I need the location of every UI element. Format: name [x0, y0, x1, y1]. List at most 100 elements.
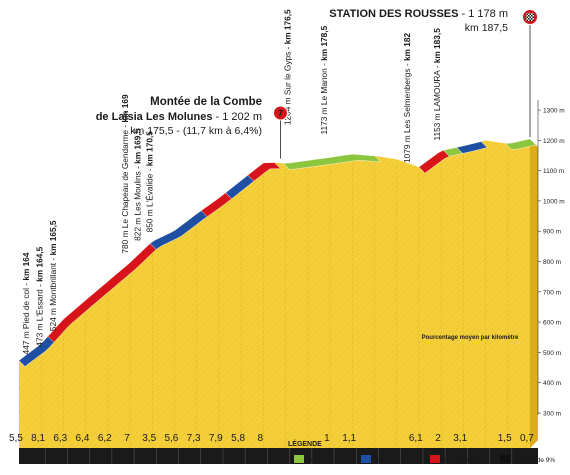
waypoint-name: 1204 m Sur le Gyps - [282, 44, 292, 125]
waypoint-label: 850 m L'Évalide - km 170,5 [145, 131, 155, 233]
legend: LÉGENDE De 0 à 2,9% De 3 à 5,9% De 6 à 8,9%… [288, 439, 555, 464]
gradient-value: 2 [435, 433, 441, 444]
km-tick-label: 6 [147, 453, 152, 464]
waypoint-name: 447 m Pied de col - [21, 281, 31, 355]
gradient-value: 1,5 [498, 433, 512, 444]
waypoint-label: 1079 m Les Selmenbergs - km 182 [402, 33, 412, 163]
gradient-value: 8 [258, 433, 264, 444]
waypoint-label: 1153 m LAMOURA - km 183,5 [432, 28, 442, 141]
legend-swatch [500, 455, 510, 463]
km-tick-label: 11 [255, 453, 266, 464]
y-tick-label: 500 m [543, 350, 561, 357]
gradient-value: 8,1 [31, 433, 45, 444]
y-tick-label: 300 m [543, 411, 561, 418]
gradient-band-layer [18, 138, 537, 367]
finish-km: km 187,5 [465, 22, 508, 34]
waypoint-name: 1079 m Les Selmenbergs - [402, 61, 412, 163]
y-tick-label: 400 m [543, 380, 561, 387]
terrain-layer [19, 138, 538, 448]
gradient-value: 7 [124, 433, 130, 444]
gradient-value: 5,8 [231, 433, 245, 444]
km-tick-label: 21 [477, 453, 488, 464]
finish-altitude: - 1 178 m [458, 8, 508, 20]
gradient-value: 3,1 [453, 433, 467, 444]
terrain-texture [19, 139, 538, 448]
summit-name: de Laisia Les Molunes [96, 111, 213, 123]
legend-swatch [294, 455, 304, 463]
gradient-value: 6,2 [98, 433, 112, 444]
finish-flag-icon [526, 13, 534, 21]
waypoint-name: 850 m L'Évalide - [145, 166, 155, 232]
waypoint-km: km 165,5 [48, 220, 58, 255]
km-tick-label: 1 [35, 453, 41, 464]
gradient-value: 0,7 [520, 433, 534, 444]
gradient-value: 1,1 [342, 433, 356, 444]
waypoint-label: 473 m L'Essard - km 164,5 [35, 246, 45, 346]
km-tick-label: 7 [169, 453, 174, 464]
headlines: Montée de la Combe de Laisia Les Molunes … [96, 8, 538, 159]
km-tick-label: 13 [299, 453, 310, 464]
km-tick-label: 8 [191, 453, 196, 464]
km-base-strip: 1234567891011121314151617181920212223 [19, 448, 538, 464]
km-tick-label: 4 [102, 453, 108, 464]
y-axis: 300 m 400 m 500 m 600 m 700 m 800 m 900 m 1000 … [537, 100, 565, 418]
waypoint-label: 447 m Pied de col - km 164 [21, 252, 31, 354]
waypoint-km: km 183,5 [432, 28, 442, 63]
km-tick-label: 23 [522, 453, 533, 464]
terrain-side [530, 138, 538, 448]
gradient-value: 7,9 [209, 433, 223, 444]
gradient-value: 1 [324, 433, 330, 444]
y-tick-label: 600 m [543, 320, 561, 327]
waypoint-km: km 170,5 [145, 131, 155, 166]
waypoint-name: 1173 m Le Manon - [319, 61, 329, 135]
y-tick-label: 700 m [543, 289, 561, 296]
gradient-band-segment [505, 138, 537, 150]
km-tick-label: 17 [388, 453, 399, 464]
waypoint-label: 822 m Les Moulins - km 169,5 [132, 128, 142, 240]
waypoint-name: 473 m L'Essard - [35, 282, 45, 347]
gradient-value: 5,5 [9, 433, 23, 444]
gradient-note: Pourcentage moyen par kilomètre [422, 335, 519, 341]
legend-swatch [430, 455, 440, 463]
gradient-band-segment [282, 153, 382, 170]
gradient-band-segment [456, 141, 488, 154]
waypoint-km: km 182 [402, 33, 412, 62]
finish-name: STATION DES ROUSSES [329, 8, 458, 20]
summit-marker-label: 7 [278, 109, 283, 119]
y-tick-label: 800 m [543, 259, 561, 266]
km-tick-label: 5 [124, 453, 130, 464]
gradient-value: 3,5 [142, 433, 156, 444]
km-tick-label: 12 [277, 453, 288, 464]
gradient-labels: 5,5 8,1 6,3 6,4 6,2 7 3,5 5,6 7,3 7,9 5,8 8 1 1,1 6,1 2… [9, 335, 534, 444]
grid-layer [40, 144, 531, 448]
waypoint-km: km 178,5 [319, 25, 329, 60]
y-tick-label: 900 m [543, 229, 561, 236]
km-tick-label: 16 [366, 453, 377, 464]
waypoint-label: 780 m Le Chapeau de Gendarme - km 169 [120, 94, 130, 254]
summit-line: km 175,5 - (11,7 km à 6,4%) [130, 125, 262, 137]
gradient-value: 7,3 [187, 433, 201, 444]
legend-label: De 0 à 2,9% [308, 457, 344, 464]
waypoint-label: 1173 m Le Manon - km 178,5 [319, 25, 329, 134]
waypoint-name: 524 m Montbrillant - [48, 256, 58, 332]
y-tick-label: 1100 m [543, 168, 564, 175]
km-base-bar [19, 448, 538, 464]
finish-title: STATION DES ROUSSES - 1 178 m [329, 8, 508, 20]
gradient-band-segment [247, 162, 281, 182]
waypoint-name: 822 m Les Moulins - [132, 164, 142, 241]
y-tick-label: 1000 m [543, 198, 565, 205]
y-tick-label: 1200 m [543, 138, 565, 145]
km-tick-label: 20 [455, 453, 466, 464]
waypoint-km: km 164 [21, 252, 31, 281]
gradient-value: 5,6 [164, 433, 178, 444]
summit-detail: - (11,7 km à 6,4%) [173, 125, 262, 137]
y-tick-label: 1300 m [543, 108, 565, 115]
km-tick-label: 9 [213, 453, 218, 464]
km-tick-label: 15 [344, 453, 355, 464]
km-tick-label: 18 [411, 453, 422, 464]
summit-line: de Laisia Les Molunes - 1 202 m [96, 111, 262, 123]
gradient-value: 6,3 [53, 433, 67, 444]
km-tick-label: 10 [233, 453, 244, 464]
gradient-value: 6,4 [76, 433, 90, 444]
summit-altitude: - 1 202 m [212, 111, 262, 123]
